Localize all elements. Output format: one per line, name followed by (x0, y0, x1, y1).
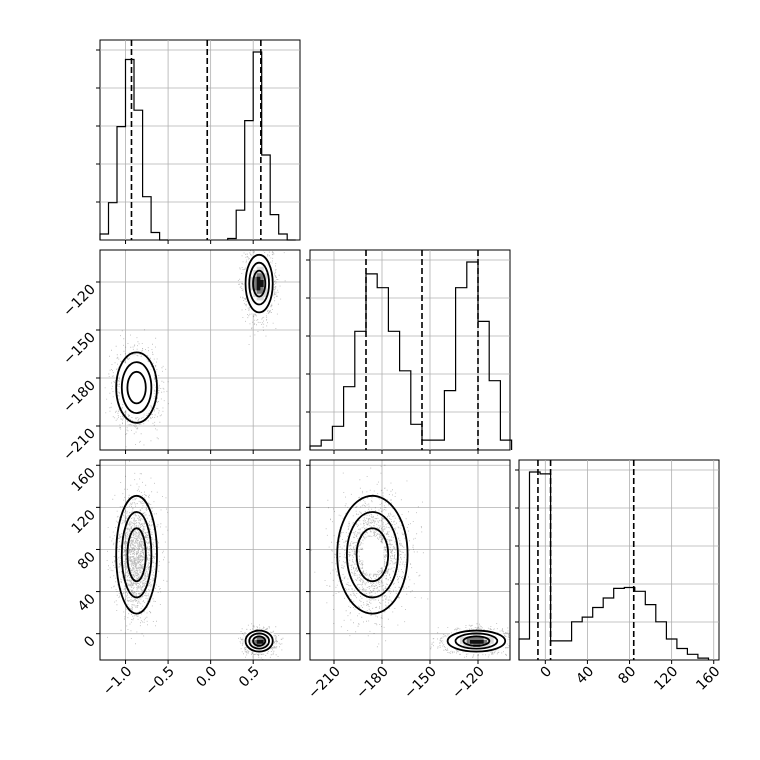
x-tick-label: −150 (401, 664, 440, 703)
panel-contents (310, 460, 510, 660)
x-tick-label: 0.5 (236, 664, 263, 691)
y-tick-label: −210 (60, 426, 99, 465)
panel-contents (100, 250, 300, 450)
x-tick-label: 80 (615, 664, 639, 688)
density-level (256, 276, 264, 291)
density-level (256, 640, 264, 644)
density-level (470, 640, 484, 644)
x-tick-label: 160 (693, 664, 723, 694)
contour (248, 632, 270, 650)
panel-contents (100, 460, 300, 660)
y-tick-label: 40 (75, 591, 99, 615)
panel-grid (96, 39, 720, 664)
contour (252, 269, 267, 298)
x-tick-label: 40 (573, 664, 597, 688)
x-tick-label: −120 (449, 664, 488, 703)
hist-panel-1 (96, 39, 301, 244)
contour (248, 261, 270, 306)
y-tick-label: −120 (60, 282, 99, 321)
x-tick-label: −210 (305, 664, 344, 703)
contour (244, 253, 274, 314)
contour (446, 629, 507, 653)
y-tick-label: 80 (75, 549, 99, 573)
contour (126, 527, 147, 583)
contour (126, 370, 147, 405)
contour (115, 351, 158, 424)
panel-frame (309, 249, 511, 451)
x-tick-label: −0.5 (143, 664, 178, 699)
panel-frame (99, 249, 301, 451)
hist-panel-2 (306, 249, 513, 454)
panel-frame (309, 459, 511, 661)
panel-frame (99, 39, 301, 241)
x-tick-label: 0.0 (193, 664, 220, 691)
panel-frame (518, 459, 720, 661)
sample-points (310, 464, 510, 658)
x-tick-label: 120 (651, 664, 681, 694)
contour (120, 361, 153, 415)
hist-panel-3 (515, 459, 720, 664)
contour (462, 635, 491, 647)
y-tick-label: 120 (69, 507, 99, 537)
x-tick-label: −1.0 (100, 664, 135, 699)
contour (115, 494, 158, 615)
density-fill (360, 536, 510, 654)
x-tick-label: 0 (538, 664, 556, 682)
histogram-step (518, 471, 710, 660)
y-tick-label: 0 (81, 633, 99, 651)
histogram-step (309, 261, 513, 450)
histogram-step (99, 51, 296, 241)
contour (120, 511, 153, 599)
contour (244, 629, 274, 653)
contour (355, 527, 390, 583)
tick-labels: −1.0 −0.5 0.0 0.5 −120−150−180−210 0 40 80 120 16… (60, 282, 723, 703)
contour (252, 635, 267, 647)
scatter-panel-1-2 (96, 249, 301, 454)
panel-frame (99, 459, 301, 661)
contour (454, 632, 499, 650)
y-tick-label: 160 (69, 465, 99, 495)
scatter-panel-1-3 (96, 459, 301, 664)
contour (345, 511, 399, 599)
contour (336, 494, 409, 615)
y-tick-label: −150 (60, 330, 99, 369)
scatter-panel-2-3 (306, 459, 511, 664)
x-tick-label: −180 (353, 664, 392, 703)
y-tick-label: −180 (60, 378, 99, 417)
